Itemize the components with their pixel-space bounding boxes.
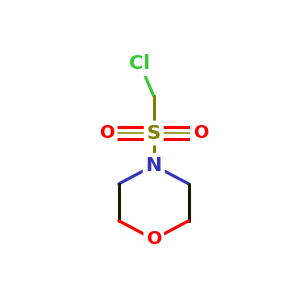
Text: O: O (146, 230, 161, 248)
Text: S: S (147, 124, 161, 142)
Text: N: N (146, 156, 162, 175)
Text: O: O (100, 124, 115, 142)
Text: Cl: Cl (129, 54, 150, 73)
Text: O: O (193, 124, 208, 142)
